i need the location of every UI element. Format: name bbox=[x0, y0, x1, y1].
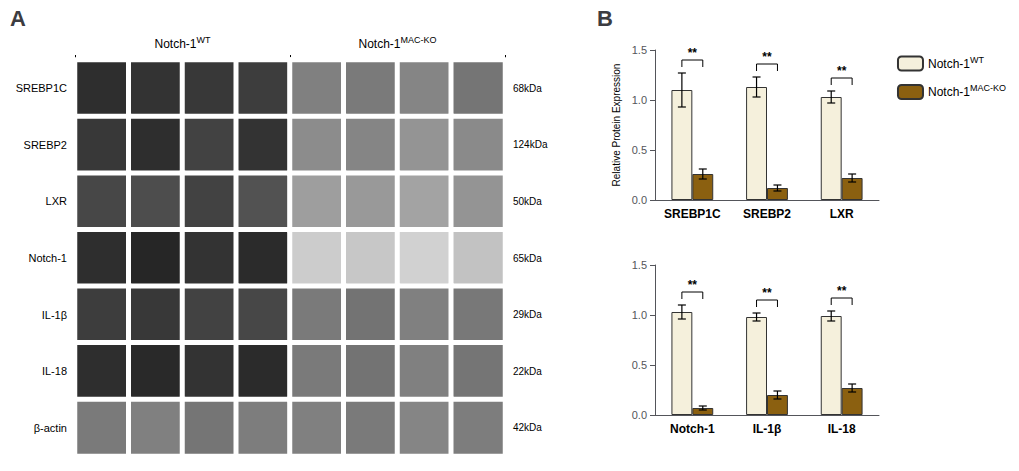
svg-text:SREBP2: SREBP2 bbox=[24, 139, 67, 151]
svg-text:IL-1β: IL-1β bbox=[42, 309, 67, 321]
svg-text:LXR: LXR bbox=[46, 195, 67, 207]
svg-text:β-actin: β-actin bbox=[34, 422, 67, 434]
svg-text:**: ** bbox=[837, 284, 847, 298]
svg-text:IL-18: IL-18 bbox=[42, 365, 67, 377]
svg-text:MAC-KO: MAC-KO bbox=[970, 83, 1006, 93]
svg-text:**: ** bbox=[837, 64, 847, 78]
svg-text:Notch-1: Notch-1 bbox=[928, 85, 970, 99]
svg-text:22kDa: 22kDa bbox=[513, 366, 542, 377]
svg-text:A: A bbox=[10, 6, 26, 31]
svg-text:Notch-1: Notch-1 bbox=[28, 252, 67, 264]
svg-text:Notch-1: Notch-1 bbox=[670, 422, 715, 436]
svg-text:SREBP2: SREBP2 bbox=[743, 207, 791, 221]
svg-text:29kDa: 29kDa bbox=[513, 309, 542, 320]
svg-text:124kDa: 124kDa bbox=[513, 139, 548, 150]
svg-text:**: ** bbox=[688, 278, 698, 292]
svg-text:65kDa: 65kDa bbox=[513, 253, 542, 264]
svg-text:IL-18: IL-18 bbox=[828, 422, 856, 436]
svg-text:**: ** bbox=[688, 46, 698, 60]
svg-text:Notch-1: Notch-1 bbox=[154, 37, 196, 51]
svg-text:1.5: 1.5 bbox=[632, 259, 647, 271]
svg-text:1.5: 1.5 bbox=[632, 44, 647, 56]
svg-text:68kDa: 68kDa bbox=[513, 83, 542, 94]
svg-text:0.5: 0.5 bbox=[632, 144, 647, 156]
svg-text:MAC-KO: MAC-KO bbox=[401, 35, 437, 45]
svg-text:SREBP1C: SREBP1C bbox=[664, 207, 721, 221]
svg-text:B: B bbox=[597, 6, 613, 31]
svg-text:WT: WT bbox=[970, 55, 984, 65]
svg-text:Notch-1: Notch-1 bbox=[358, 37, 400, 51]
svg-text:1.0: 1.0 bbox=[632, 309, 647, 321]
svg-text:**: ** bbox=[762, 286, 772, 300]
svg-text:1.0: 1.0 bbox=[632, 94, 647, 106]
svg-text:0.0: 0.0 bbox=[632, 409, 647, 421]
svg-text:42kDa: 42kDa bbox=[513, 422, 542, 433]
svg-text:Notch-1: Notch-1 bbox=[928, 57, 970, 71]
svg-text:WT: WT bbox=[197, 35, 211, 45]
svg-text:**: ** bbox=[762, 50, 772, 64]
svg-text:SREBP1C: SREBP1C bbox=[16, 82, 67, 94]
svg-text:Relative Protein Expression: Relative Protein Expression bbox=[611, 64, 622, 187]
svg-text:LXR: LXR bbox=[830, 207, 854, 221]
svg-text:IL-1β: IL-1β bbox=[753, 422, 782, 436]
svg-text:0.5: 0.5 bbox=[632, 359, 647, 371]
svg-text:50kDa: 50kDa bbox=[513, 196, 542, 207]
svg-text:0.0: 0.0 bbox=[632, 194, 647, 206]
